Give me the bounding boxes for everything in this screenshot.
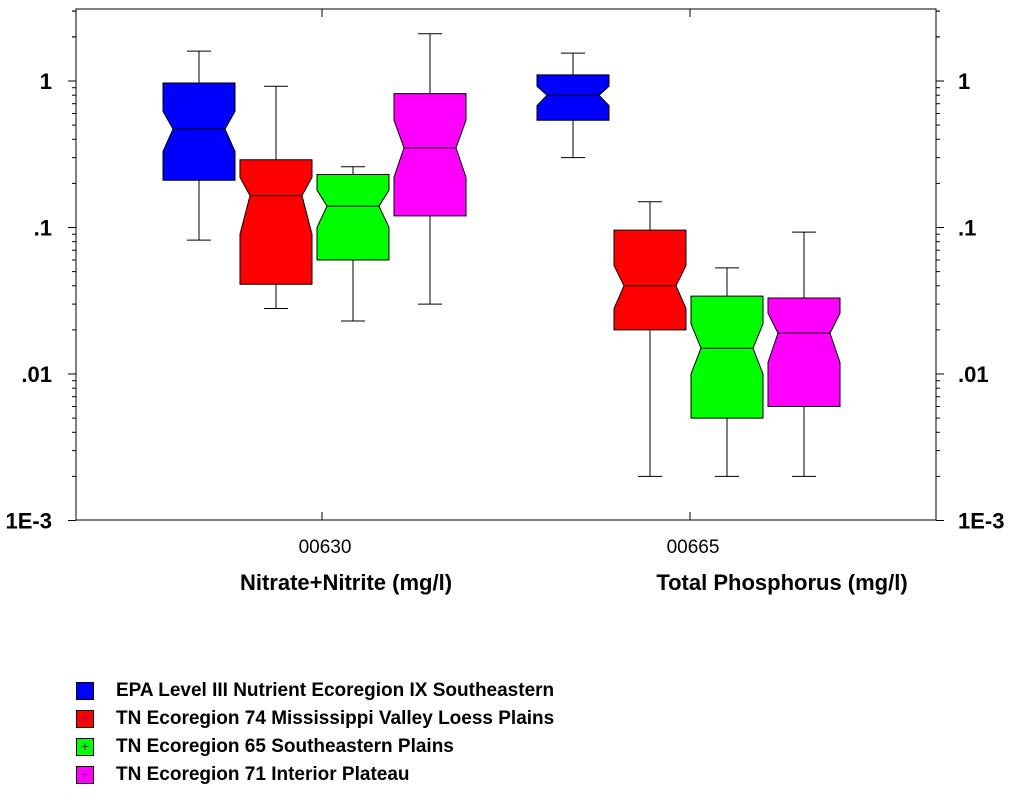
y-tick-label-left: 1 (40, 69, 52, 94)
x-parameter-label: Nitrate+Nitrite (mg/l) (240, 570, 452, 595)
legend-marker-icon: + (80, 712, 90, 725)
legend: + EPA Level III Nutrient Ecoregion IX Sou… (76, 677, 554, 789)
plot-area (75, 8, 937, 521)
legend-label: TN Ecoregion 65 Southeastern Plains (116, 736, 454, 757)
x-parameter-label: Total Phosphorus (mg/l) (656, 570, 907, 595)
legend-label: TN Ecoregion 74 Mississippi Valley Loess… (116, 708, 555, 729)
y-tick-label-left: .1 (34, 216, 52, 241)
box (393, 93, 467, 217)
box (316, 174, 390, 261)
x-category-label: 00630 (299, 537, 352, 558)
y-tick-label-right: .1 (958, 216, 976, 241)
legend-item: + TN Ecoregion 74 Mississippi Valley Loes… (76, 705, 554, 733)
box (690, 295, 764, 419)
box (767, 297, 841, 408)
legend-marker-icon: + (80, 740, 90, 753)
legend-item: + TN Ecoregion 65 Southeastern Plains (76, 733, 554, 761)
y-tick-label-right: 1E-3 (958, 509, 1004, 534)
box (162, 82, 236, 181)
legend-swatch: + (76, 682, 94, 700)
y-tick-label-right: .01 (958, 362, 989, 387)
legend-swatch: + (76, 710, 94, 728)
y-tick-label-right: 1 (958, 69, 970, 94)
legend-swatch: + (76, 766, 94, 784)
legend-marker-icon: + (80, 768, 90, 781)
box (536, 74, 610, 121)
box (239, 159, 313, 285)
y-tick-label-left: 1E-3 (6, 509, 52, 534)
legend-swatch: + (76, 738, 94, 756)
legend-label: TN Ecoregion 71 Interior Plateau (116, 764, 410, 785)
y-tick-label-left: .01 (21, 362, 52, 387)
x-category-label: 00665 (667, 537, 720, 558)
legend-item: + TN Ecoregion 71 Interior Plateau (76, 761, 554, 789)
legend-marker-icon: + (80, 684, 90, 697)
legend-item: + EPA Level III Nutrient Ecoregion IX Sou… (76, 677, 554, 705)
legend-label: EPA Level III Nutrient Ecoregion IX Sout… (116, 680, 555, 701)
box (613, 229, 687, 331)
